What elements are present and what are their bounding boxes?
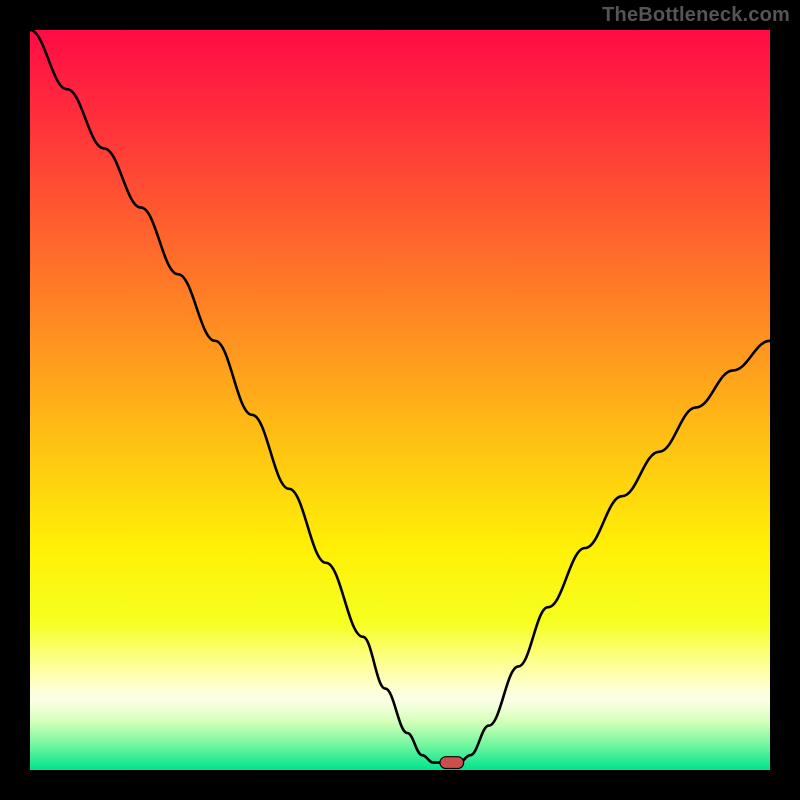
- chart-frame: TheBottleneck.com: [0, 0, 800, 800]
- bottleneck-chart: [30, 30, 770, 770]
- gradient-background: [30, 30, 770, 770]
- watermark-text: TheBottleneck.com: [602, 4, 790, 27]
- optimal-marker: [440, 757, 464, 769]
